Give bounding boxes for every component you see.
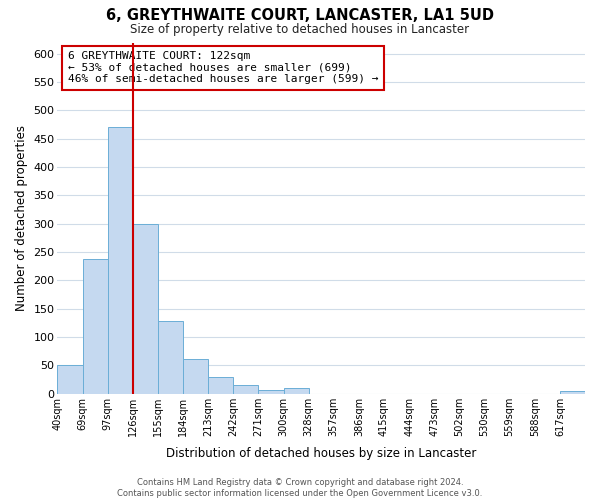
Bar [183,358,208,394]
Bar [133,224,158,394]
Text: 6, GREYTHWAITE COURT, LANCASTER, LA1 5UD: 6, GREYTHWAITE COURT, LANCASTER, LA1 5UD [106,8,494,22]
Y-axis label: Number of detached properties: Number of detached properties [15,125,28,311]
Bar [284,388,308,394]
Text: Contains HM Land Registry data © Crown copyright and database right 2024.
Contai: Contains HM Land Registry data © Crown c… [118,478,482,498]
Bar [208,376,233,394]
Text: Size of property relative to detached houses in Lancaster: Size of property relative to detached ho… [130,22,470,36]
Bar [233,384,259,394]
X-axis label: Distribution of detached houses by size in Lancaster: Distribution of detached houses by size … [166,447,476,460]
Bar [158,321,183,394]
Bar [108,128,133,394]
Bar [560,391,585,394]
Text: 6 GREYTHWAITE COURT: 122sqm
← 53% of detached houses are smaller (699)
46% of se: 6 GREYTHWAITE COURT: 122sqm ← 53% of det… [68,52,379,84]
Bar [58,366,83,394]
Bar [259,390,284,394]
Bar [83,259,108,394]
